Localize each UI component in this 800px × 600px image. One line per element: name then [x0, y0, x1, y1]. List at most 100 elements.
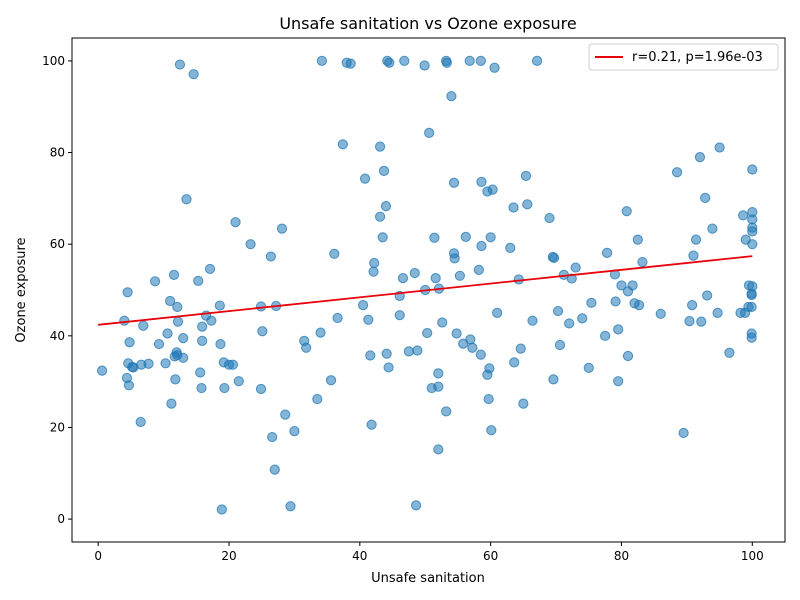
x-tick-label: 80: [614, 549, 629, 563]
scatter-point: [357, 300, 369, 311]
scatter-point: [738, 210, 749, 221]
x-axis-label: Unsafe sanitation: [371, 571, 485, 586]
scatter-point: [473, 264, 484, 275]
y-tick-label: 0: [57, 512, 65, 526]
scatter-point: [165, 295, 176, 307]
scatter-point: [464, 55, 475, 67]
scatter-point: [153, 338, 165, 350]
scatter-point: [149, 276, 161, 287]
scatter-point: [380, 201, 392, 212]
scatter-point: [505, 242, 516, 253]
scatter-point: [548, 374, 559, 385]
scatter-point: [245, 239, 256, 250]
scatter-point: [337, 139, 348, 150]
y-tick-label: 100: [42, 54, 65, 68]
scatter-point: [280, 409, 291, 420]
scatter-point: [476, 240, 487, 252]
scatter-point: [143, 358, 154, 369]
scatter-point: [312, 393, 323, 405]
y-axis-label: Ozone exposure: [14, 237, 29, 342]
scatter-point: [484, 363, 495, 374]
scatter-point: [204, 263, 216, 275]
scatter-point: [363, 314, 374, 325]
fit-line: [98, 255, 753, 326]
scatter-point: [564, 318, 575, 329]
scatter-point: [332, 312, 343, 324]
scatter-point: [747, 239, 758, 250]
scatter-point: [276, 223, 288, 234]
scatter-point: [325, 375, 337, 386]
scatter-point: [577, 313, 588, 324]
legend-box: [588, 43, 779, 71]
scatter-point: [329, 248, 340, 259]
scatter-point: [508, 202, 519, 213]
scatter-point: [467, 342, 478, 353]
scatter-point: [586, 297, 597, 308]
scatter-point: [365, 350, 376, 361]
scatter-point: [409, 267, 420, 279]
scatter-point: [671, 167, 683, 178]
scatter-point: [634, 300, 645, 311]
scatter-point: [616, 280, 627, 291]
scatter-point: [172, 301, 183, 313]
scatter-point: [684, 316, 695, 327]
y-tick-label: 80: [50, 146, 65, 160]
scatter-point: [172, 316, 184, 327]
scatter-point: [397, 272, 409, 284]
x-tick-label: 20: [221, 549, 236, 563]
scatter-point: [627, 280, 638, 291]
scatter-point: [178, 333, 189, 344]
scatter-point: [522, 199, 533, 210]
scatter-point: [702, 290, 713, 301]
legend: r=0.21, p=1.96e-03: [588, 43, 779, 71]
chart-title: Unsafe sanitation vs Ozone exposure: [279, 14, 576, 33]
scatter-point: [403, 346, 414, 357]
scatter-point: [747, 164, 758, 175]
scatter-point: [694, 152, 706, 163]
scatter-point: [451, 328, 462, 339]
scatter-point: [122, 287, 133, 298]
scatter-point: [430, 272, 441, 284]
scatter-point: [746, 301, 757, 313]
scatter-point: [230, 217, 241, 228]
scatter-point: [688, 250, 699, 261]
scatter-point: [381, 348, 392, 359]
scatter-point: [747, 281, 758, 292]
scatter-point: [441, 406, 452, 417]
x-tick-label: 100: [741, 549, 764, 563]
scatter-point: [531, 55, 543, 67]
scatter-point: [301, 342, 312, 353]
scatter-point: [637, 256, 648, 268]
scatter-point: [124, 337, 135, 348]
scatter-point: [433, 444, 444, 455]
scatter-point: [622, 350, 634, 362]
scatter-point: [359, 173, 371, 184]
scatter-point: [383, 362, 394, 373]
scatter-point: [366, 419, 377, 430]
x-tick-label: 0: [94, 549, 102, 563]
scatter-point: [267, 431, 278, 443]
fit-layer: [98, 255, 753, 326]
scatter-point: [437, 317, 448, 328]
scatter-point: [219, 382, 230, 394]
scatter-point: [613, 324, 624, 335]
scatter-point: [255, 383, 267, 395]
scatter-point: [265, 251, 276, 262]
x-tick-label: 40: [352, 549, 367, 563]
scatter-point: [119, 315, 130, 326]
scatter-point: [378, 165, 390, 176]
scatter-point: [160, 358, 171, 369]
scatter-point: [433, 381, 444, 392]
y-ticks: 0 20 40 60 80 100: [42, 54, 72, 526]
scatter-point: [215, 338, 226, 350]
y-tick-label: 60: [50, 237, 65, 251]
scatter-point: [394, 310, 405, 321]
scatter-point: [476, 176, 487, 187]
scatter-point: [123, 380, 135, 391]
scatter-point: [714, 142, 725, 153]
scatter-point: [489, 62, 500, 73]
scatter-point: [465, 334, 476, 345]
scatter-point: [678, 427, 689, 439]
x-tick-label: 60: [483, 549, 498, 563]
